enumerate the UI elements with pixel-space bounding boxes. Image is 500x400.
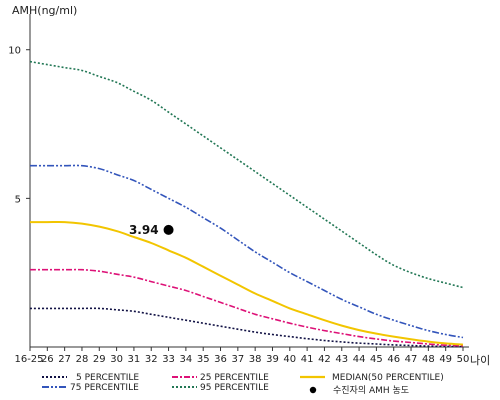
series-lines: [29, 60, 464, 348]
x-tick-label: 42: [318, 354, 331, 365]
x-tick-label: 41: [301, 354, 314, 365]
y-axis-label: AMH(ng/ml): [12, 4, 77, 17]
legend-label-95-percentile: 95 PERCENTILE: [200, 383, 269, 393]
patient-amh-point: [163, 224, 174, 235]
series-line-5-percentile: [30, 307, 464, 348]
legend-label-5-percentile: 5 PERCENTILE: [76, 373, 139, 383]
x-tick-label: 38: [249, 354, 262, 365]
legend-label-25-percentile: 25 PERCENTILE: [200, 373, 269, 383]
legend: 5 PERCENTILE 25 PERCENTILE MEDIAN(50 PERCE…: [42, 373, 444, 396]
y-tick-label: 10: [8, 46, 21, 57]
x-tick-label: 31: [128, 354, 141, 365]
legend-label-patient-point: 수진자의 AMH 농도: [333, 385, 409, 396]
y-tick-label: 5: [15, 194, 21, 205]
x-tick-label: 40: [283, 354, 296, 365]
x-tick-label: 27: [58, 354, 71, 365]
x-tick-label: 39: [266, 354, 279, 365]
legend-label-75-percentile: 75 PERCENTILE: [70, 383, 139, 393]
x-tick-label: 29: [93, 354, 106, 365]
x-tick-label: 45: [370, 354, 383, 365]
x-tick-label: 47: [405, 354, 418, 365]
x-tick-label: 50: [457, 354, 470, 365]
legend-swatch-patient-point: [309, 386, 317, 394]
legend-label-median-50-percentile: MEDIAN(50 PERCENTILE): [332, 373, 444, 383]
x-tick-label: 26: [41, 354, 54, 365]
patient-amh-value-label: 3.94: [129, 223, 159, 237]
series-line-median-50-percentile: [30, 221, 464, 346]
series-line-75-percentile: [30, 164, 464, 339]
x-tick-label: 49: [439, 354, 452, 365]
x-tick-label: 16-25: [14, 354, 43, 365]
patient-point-group: 3.94: [129, 223, 174, 237]
x-tick-label: 46: [387, 354, 400, 365]
y-ticks: 5 10: [8, 46, 30, 205]
x-tick-label: 33: [162, 354, 175, 365]
x-tick-label: 28: [76, 354, 89, 365]
series-line-95-percentile: [29, 60, 464, 289]
x-axis-label: 나이: [470, 354, 490, 367]
x-tick-label: 34: [180, 354, 193, 365]
axes: [29, 14, 469, 348]
x-tick-label: 35: [197, 354, 210, 365]
x-tick-label: 36: [214, 354, 227, 365]
x-tick-label: 32: [145, 354, 158, 365]
x-tick-label: 30: [110, 354, 123, 365]
x-tick-label: 37: [231, 354, 244, 365]
x-tick-label: 44: [353, 354, 366, 365]
x-tick-label: 43: [335, 354, 348, 365]
x-tick-label: 48: [422, 354, 435, 365]
